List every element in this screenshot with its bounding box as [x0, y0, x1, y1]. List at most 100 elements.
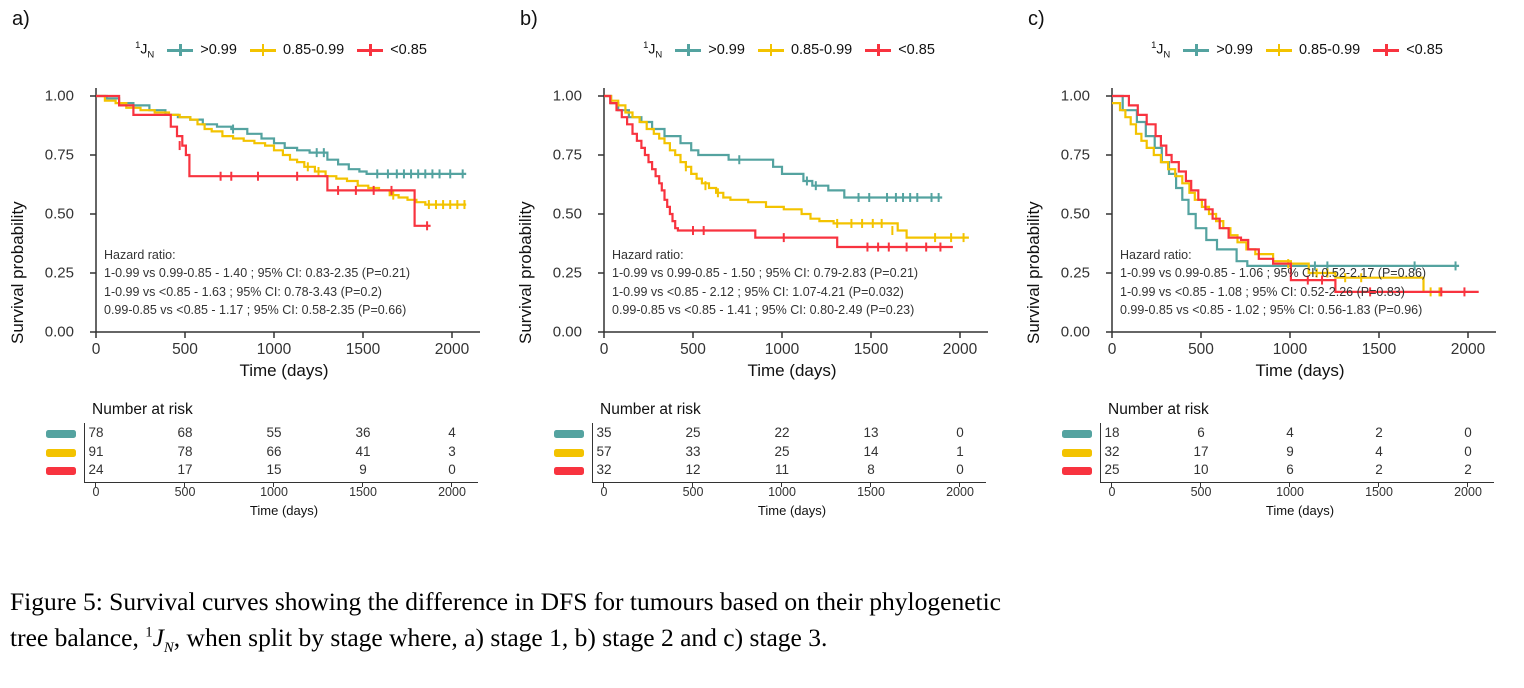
- hazard-line: 1-0.99 vs 0.99-0.85 - 1.50 ; 95% CI: 0.7…: [612, 266, 919, 281]
- hazard-line: 0.99-0.85 vs <0.85 - 1.17 ; 95% CI: 0.58…: [104, 303, 407, 318]
- risk-x-tick: 0: [600, 485, 608, 499]
- legend-key-plus-icon: [1265, 43, 1292, 57]
- x-tick: 2000: [1450, 341, 1486, 358]
- risk-x-tick: 1500: [349, 485, 377, 499]
- legend-key-plus-icon: [757, 43, 784, 57]
- risk-axis-tick: [184, 482, 186, 487]
- series-swatch-icon: [554, 430, 584, 438]
- y-tick: 0.75: [1060, 146, 1090, 164]
- km-curves: [1106, 88, 1496, 338]
- y-tick: 0.50: [1060, 205, 1090, 223]
- series-swatch-icon: [554, 448, 584, 457]
- risk-count: 9: [1286, 443, 1294, 459]
- x-tick: 0: [599, 341, 609, 358]
- hazard-ratio-annotation: Hazard ratio: 1-0.99 vs 0.99-0.85 - 1.50…: [612, 246, 918, 320]
- y-tick: 1.00: [1060, 87, 1090, 105]
- risk-count: 8: [867, 462, 875, 477]
- series-swatch-icon: [554, 467, 584, 475]
- risk-row: 91 78 66 41 3: [0, 444, 508, 462]
- risk-count: 41: [355, 443, 371, 459]
- y-tick: 1.00: [552, 87, 582, 105]
- risk-x-tick: 500: [174, 485, 196, 499]
- legend-label: >0.99: [1216, 42, 1253, 59]
- hazard-line: 0.99-0.85 vs <0.85 - 1.41 ; 95% CI: 0.80…: [612, 303, 915, 318]
- risk-count: 13: [863, 425, 879, 440]
- risk-x-tick: 1000: [768, 485, 796, 499]
- number-at-risk-table: 78 68 55 36 4 91 78 66 41 3 24 17 15 9 0: [0, 423, 508, 487]
- risk-count: 6: [1197, 425, 1205, 440]
- risk-row: 32 17 9 4 0: [1016, 444, 1524, 462]
- legend-label: 0.85-0.99: [1298, 42, 1361, 59]
- risk-axis-tick: [1111, 482, 1113, 487]
- figure-caption: Figure 5: Survival curves showing the di…: [10, 584, 1518, 659]
- y-axis-ticks: 1.00 0.75 0.50 0.25 0.00: [28, 82, 78, 344]
- y-axis-title: Survival probability: [1024, 201, 1043, 344]
- legend-title-sup: 1: [135, 40, 141, 51]
- risk-axis-tick: [95, 482, 97, 487]
- hazard-line: 0.99-0.85 vs <0.85 - 1.02 ; 95% CI: 0.56…: [1120, 303, 1423, 318]
- risk-x-tick: 2000: [1454, 485, 1482, 499]
- hazard-title: Hazard ratio:: [1120, 248, 1192, 262]
- legend-title: 1JN: [643, 40, 662, 60]
- x-tick: 1500: [345, 341, 381, 358]
- risk-row: 32 12 11 8 0: [508, 462, 1016, 480]
- panel-label: b): [520, 8, 538, 30]
- risk-row: 18 6 4 2 0: [1016, 425, 1524, 443]
- legend-key-plus-icon: [167, 43, 194, 57]
- risk-axis-tick: [273, 482, 275, 487]
- caption-jn-subscript: N: [163, 640, 174, 657]
- hazard-line: 1-0.99 vs 0.99-0.85 - 1.06 ; 95% CI: 0.5…: [1120, 266, 1427, 281]
- risk-x-axis-title: Time (days): [1265, 503, 1335, 518]
- plot-area: Hazard ratio: 1-0.99 vs 0.99-0.85 - 1.40…: [86, 82, 482, 344]
- legend-title-main: J: [1156, 40, 1164, 57]
- y-axis-title: Survival probability: [8, 201, 27, 344]
- km-curves: [90, 88, 480, 338]
- caption-line1: Figure 5: Survival curves showing the di…: [10, 587, 1002, 616]
- legend-item-gt099: >0.99: [1183, 42, 1253, 58]
- risk-x-axis-title: Time (days): [757, 503, 827, 518]
- risk-count: 14: [863, 443, 879, 459]
- risk-axis-tick: [1200, 482, 1202, 487]
- legend-key-plus-icon: [1373, 43, 1400, 57]
- risk-axis-tick: [1378, 482, 1380, 487]
- risk-count: 3: [448, 443, 456, 459]
- y-tick: 0.75: [552, 146, 582, 164]
- risk-x-tick: 0: [92, 485, 100, 499]
- y-axis-ticks: 1.00 0.75 0.50 0.25 0.00: [1044, 82, 1094, 344]
- legend-title-sub: N: [147, 49, 155, 61]
- risk-count: 2: [1375, 425, 1383, 440]
- legend-key-plus-icon: [865, 43, 892, 57]
- risk-x-tick: 0: [1108, 485, 1116, 499]
- risk-count: 4: [1375, 443, 1383, 459]
- risk-count: 17: [177, 462, 193, 477]
- x-tick: 500: [680, 341, 706, 358]
- risk-count: 25: [685, 425, 701, 440]
- caption-jn-symbol: J: [152, 623, 164, 653]
- risk-count: 91: [88, 443, 104, 459]
- hazard-title: Hazard ratio:: [612, 248, 684, 262]
- risk-axis-hline: [592, 482, 986, 483]
- risk-table-header: Number at risk: [600, 401, 701, 418]
- legend-label: <0.85: [390, 42, 427, 59]
- y-tick: 0.00: [44, 323, 74, 341]
- x-axis-title: Time (days): [1255, 361, 1345, 380]
- hazard-ratio-annotation: Hazard ratio: 1-0.99 vs 0.99-0.85 - 1.06…: [1120, 246, 1426, 320]
- risk-x-axis-title: Time (days): [249, 503, 319, 518]
- risk-x-tick: 1500: [857, 485, 885, 499]
- y-tick: 0.25: [1060, 264, 1090, 282]
- risk-count: 1: [956, 443, 964, 459]
- risk-count: 57: [596, 443, 612, 459]
- hazard-line: 1-0.99 vs <0.85 - 1.63 ; 95% CI: 0.78-3.…: [104, 284, 382, 299]
- risk-row: 78 68 55 36 4: [0, 425, 508, 443]
- x-tick: 0: [1107, 341, 1117, 358]
- y-tick: 0.00: [1060, 323, 1090, 341]
- risk-count: 6: [1286, 462, 1294, 477]
- legend-key-plus-icon: [1183, 43, 1210, 57]
- hazard-ratio-annotation: Hazard ratio: 1-0.99 vs 0.99-0.85 - 1.40…: [104, 246, 410, 320]
- hazard-line: 1-0.99 vs <0.85 - 1.08 ; 95% CI: 0.52-2.…: [1120, 284, 1405, 299]
- risk-axis-tick: [870, 482, 872, 487]
- risk-count: 32: [1104, 443, 1120, 459]
- legend-item-gt099: >0.99: [167, 42, 237, 58]
- hazard-line: 1-0.99 vs 0.99-0.85 - 1.40 ; 95% CI: 0.8…: [104, 266, 411, 281]
- x-tick: 1000: [1272, 341, 1308, 358]
